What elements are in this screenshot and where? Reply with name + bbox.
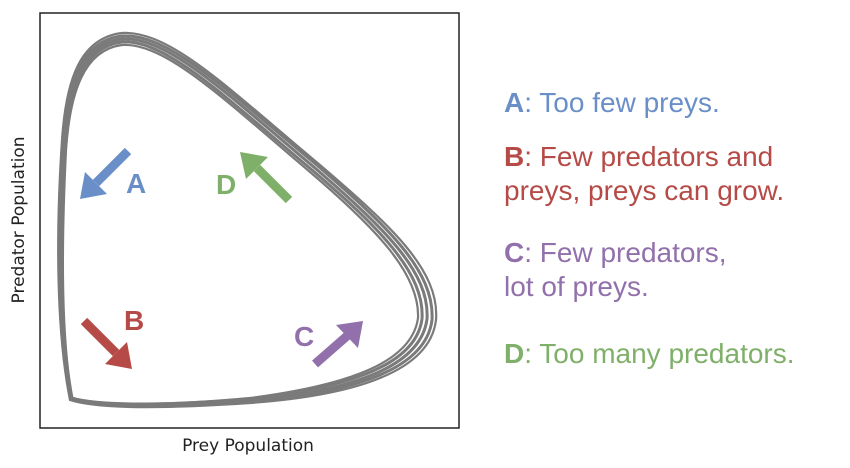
arrow-b	[80, 317, 132, 369]
arrow-c	[312, 321, 363, 368]
limit-cycle-trajectories	[57, 31, 438, 409]
legend-d: D: Too many predators.	[504, 337, 795, 371]
trajectory-mid-2	[57, 34, 434, 408]
legend-b-key: B	[504, 141, 525, 172]
legend-b-line2: preys, preys can grow.	[504, 175, 785, 206]
legend-b-text1: : Few predators and	[524, 141, 774, 172]
marker-b: B	[124, 305, 144, 336]
legend-d-key: D	[504, 338, 525, 369]
marker-d: D	[216, 169, 236, 200]
trajectory-mid-3	[60, 40, 424, 406]
y-axis-label: Predator Population	[9, 136, 29, 303]
legend-a-text: : Too few preys.	[524, 87, 720, 118]
legend-a: A: Too few preys.	[504, 86, 720, 120]
legend-c-line2: lot of preys.	[504, 271, 649, 302]
arrow-d	[240, 152, 293, 204]
legend-c: C: Few predators, lot of preys.	[504, 236, 727, 304]
legend-c-key: C	[504, 237, 525, 268]
x-axis-label: Prey Population	[182, 436, 314, 456]
marker-a: A	[126, 168, 146, 199]
marker-c: C	[294, 321, 314, 352]
legend-c-line1: C: Few predators,	[504, 236, 727, 270]
arrow-a	[80, 147, 132, 199]
legend-b-line1: B: Few predators and	[504, 140, 784, 174]
legend-a-key: A	[504, 87, 525, 118]
legend-d-text: : Too many predators.	[524, 338, 795, 369]
legend-b: B: Few predators and preys, preys can gr…	[504, 140, 784, 208]
legend-c-text1: : Few predators,	[524, 237, 727, 268]
